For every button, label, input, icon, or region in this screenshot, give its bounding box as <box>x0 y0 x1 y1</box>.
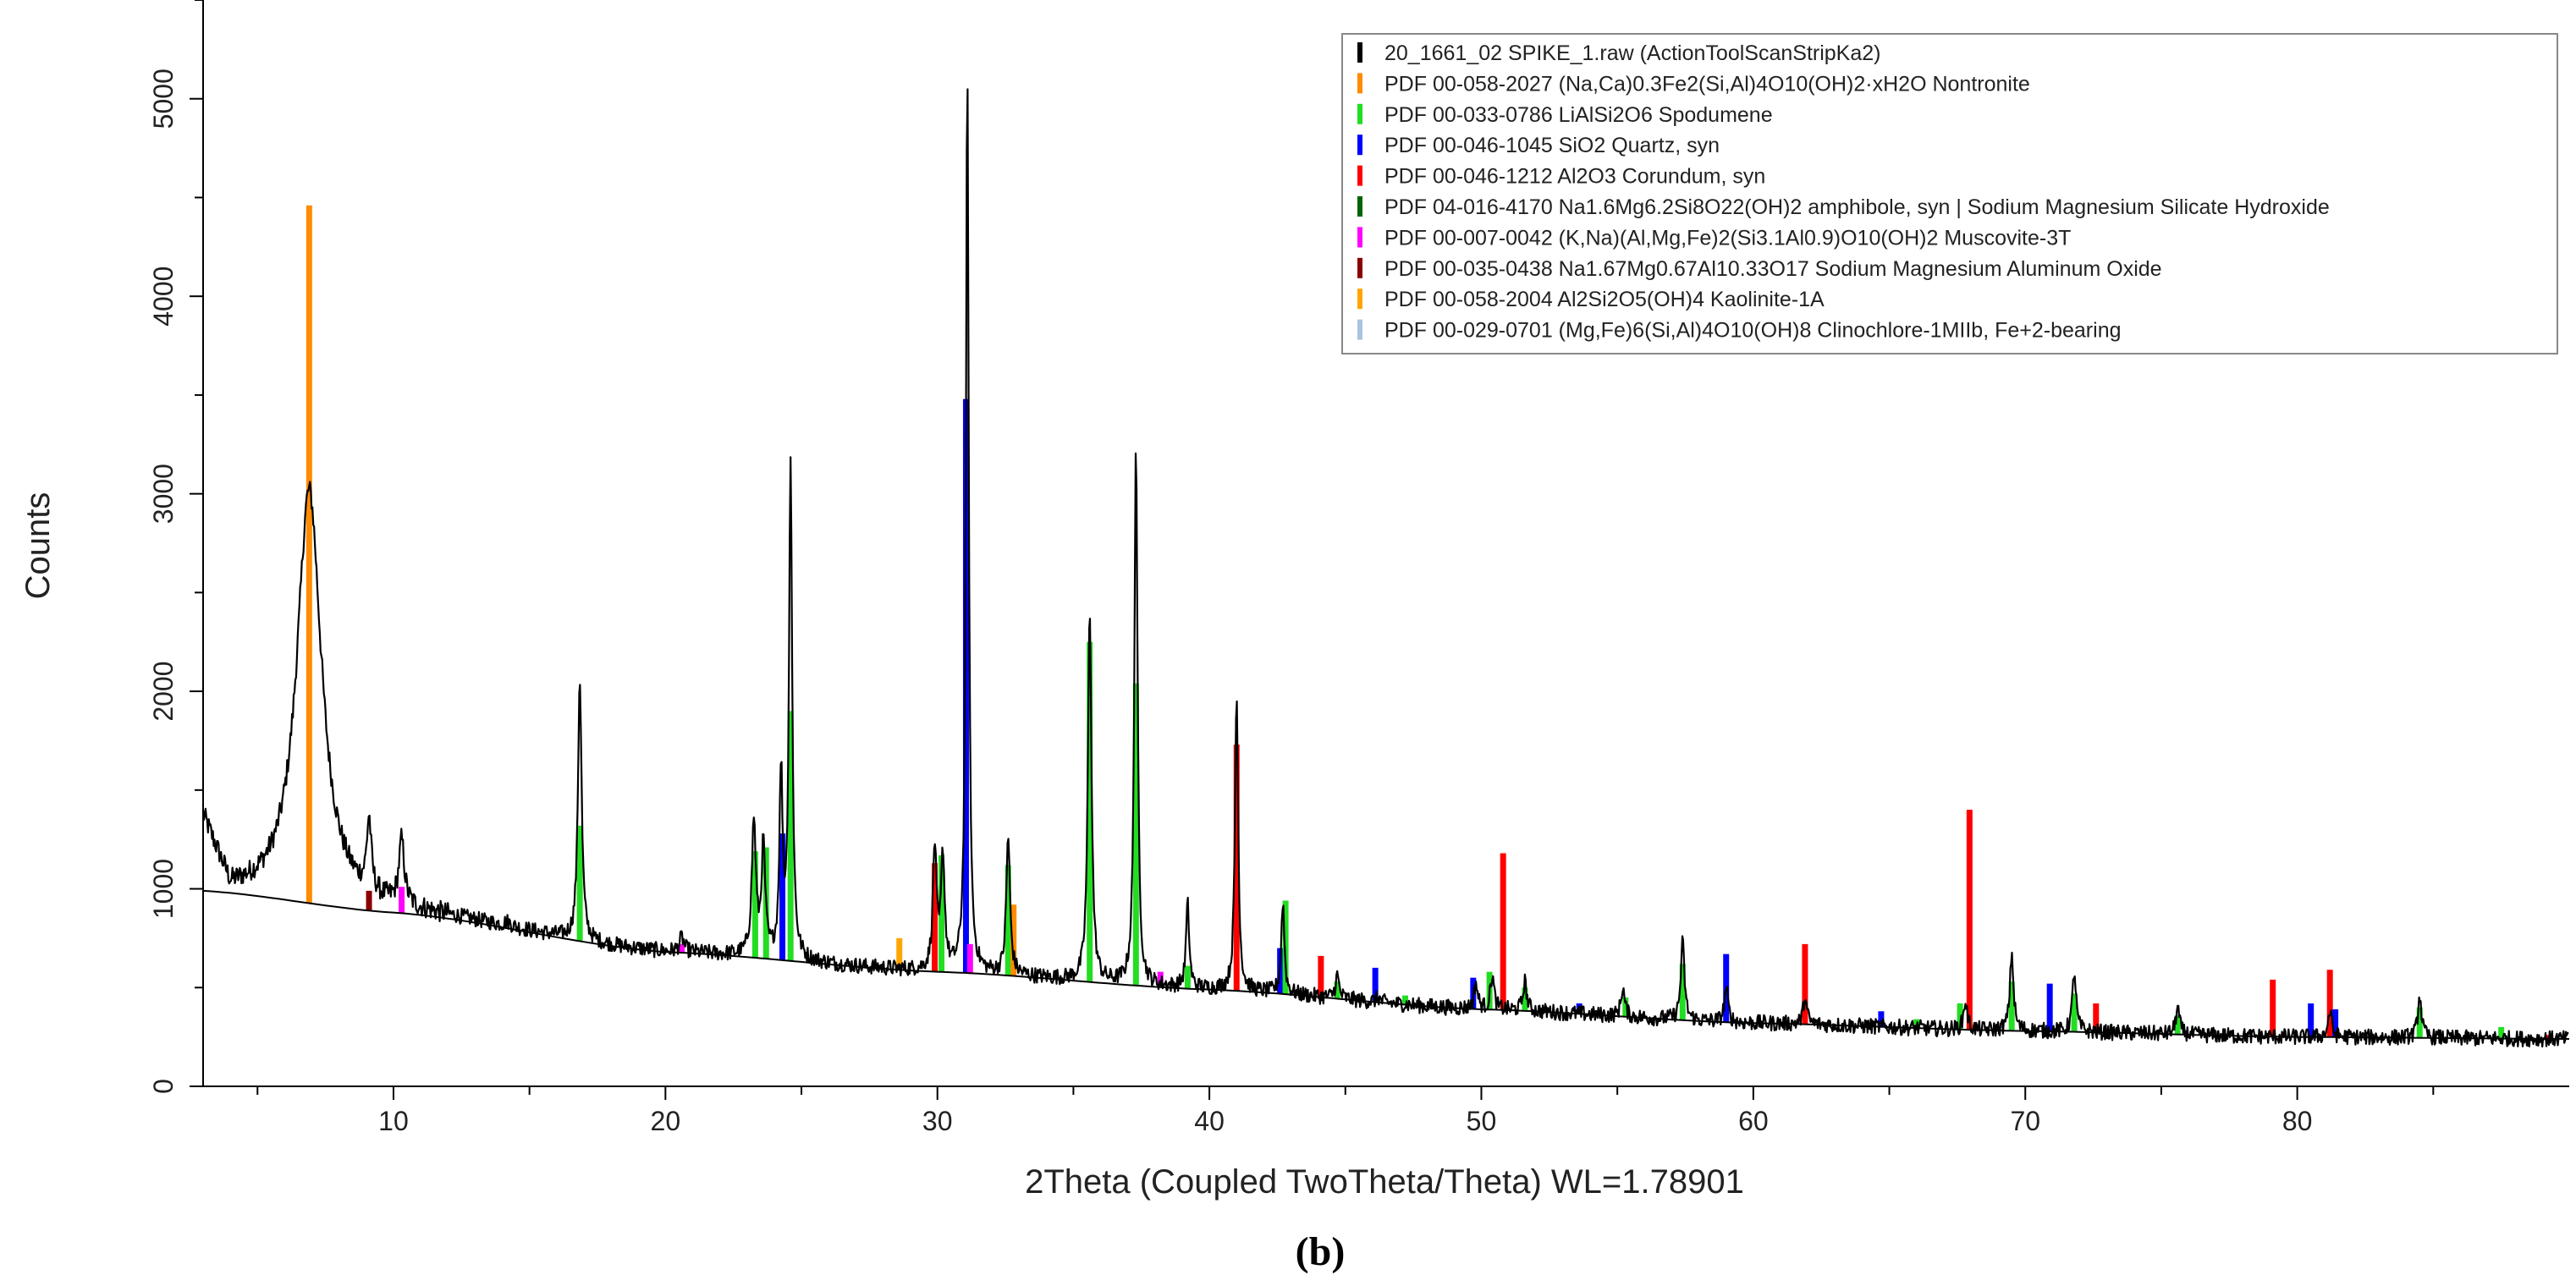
x-tick-label: 60 <box>1738 1106 1769 1136</box>
x-axis-label: 2Theta (Coupled TwoTheta/Theta) WL=1.789… <box>1025 1163 1744 1201</box>
x-tick-label: 50 <box>1467 1106 1497 1136</box>
axes <box>190 0 2569 1100</box>
legend-swatch <box>1357 73 1362 94</box>
y-tick-label: 2000 <box>148 661 179 721</box>
x-tick-label: 70 <box>2010 1106 2040 1136</box>
x-tick-label: 30 <box>922 1106 953 1136</box>
tick-labels: 10 20 30 40 50 60 70 80 0 1000 2000 3000 4000 5000 <box>148 69 2312 1136</box>
legend-swatch <box>1357 196 1362 217</box>
legend-box <box>1341 33 2558 354</box>
legend-swatch <box>1357 42 1362 63</box>
legend-entry: PDF 00-029-0701 (Mg,Fe)6(Si,Al)4O10(OH)8… <box>1384 319 2122 343</box>
legend-entry: PDF 00-033-0786 LiAlSi2O6 Spodumene <box>1384 103 1773 127</box>
x-tick-label: 20 <box>651 1106 681 1136</box>
legend: 20_1661_02 SPIKE_1.raw (ActionToolScanSt… <box>1341 33 2558 354</box>
reference-lines <box>305 205 2551 1039</box>
legend-entry: PDF 00-046-1212 Al2O3 Corundum, syn <box>1384 165 1765 189</box>
background-curve <box>202 889 2570 1040</box>
legend-swatch <box>1357 257 1362 278</box>
y-tick-label: 0 <box>148 1079 179 1094</box>
y-tick-label: 3000 <box>148 464 179 524</box>
legend-swatch <box>1357 103 1362 124</box>
legend-entry: PDF 04-016-4170 Na1.6Mg6.2Si8O22(OH)2 am… <box>1384 195 2330 219</box>
legend-entry: PDF 00-035-0438 Na1.67Mg0.67Al10.33O17 S… <box>1384 257 2162 281</box>
legend-entry: 20_1661_02 SPIKE_1.raw (ActionToolScanSt… <box>1384 41 1880 65</box>
y-tick-label: 4000 <box>148 267 179 327</box>
y-axis-label: Counts <box>19 492 57 600</box>
x-tick-label: 40 <box>1194 1106 1225 1136</box>
legend-entry: PDF 00-007-0042 (K,Na)(Al,Mg,Fe)2(Si3.1A… <box>1384 226 2071 250</box>
y-tick-label: 5000 <box>148 69 179 129</box>
panel-label: (b) <box>1296 1229 1346 1274</box>
legend-swatch <box>1357 135 1362 156</box>
y-tick-label: 1000 <box>148 859 179 919</box>
legend-swatch <box>1357 227 1362 248</box>
legend-entry: PDF 00-058-2027 (Na,Ca)0.3Fe2(Si,Al)4O10… <box>1384 72 2030 96</box>
pattern-line <box>201 88 2569 1048</box>
legend-entry: PDF 00-046-1045 SiO2 Quartz, syn <box>1384 134 1720 157</box>
legend-swatch <box>1357 165 1362 186</box>
x-tick-label: 80 <box>2282 1106 2313 1136</box>
legend-swatch <box>1357 319 1362 340</box>
legend-entry: PDF 00-058-2004 Al2Si2O5(OH)4 Kaolinite-… <box>1384 288 1825 311</box>
legend-swatch <box>1357 289 1362 310</box>
x-tick-label: 10 <box>378 1106 409 1136</box>
